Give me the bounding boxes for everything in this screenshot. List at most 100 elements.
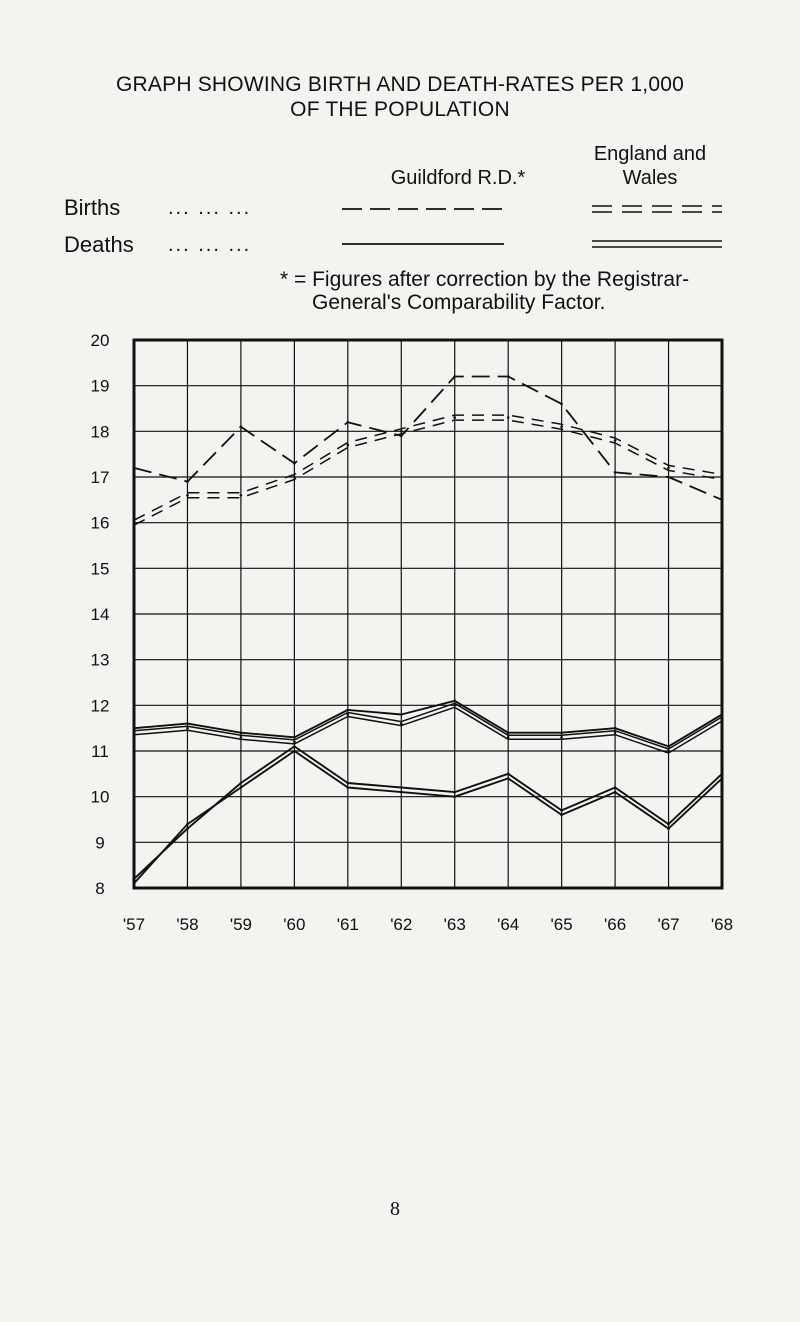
data-point <box>400 786 403 789</box>
data-point <box>186 494 189 497</box>
legend-births-dots: ... ... ... <box>168 197 252 219</box>
series-line <box>133 414 723 521</box>
y-axis-ticks: 20 19 18 17 16 15 14 13 12 11 10 9 8 <box>91 331 110 898</box>
y-tick-label: 9 <box>95 833 104 852</box>
data-point <box>506 731 510 734</box>
data-point <box>293 745 296 748</box>
data-point <box>346 781 350 785</box>
data-point <box>667 475 670 479</box>
data-point <box>239 731 243 734</box>
plot-frame <box>132 338 724 890</box>
data-point <box>667 749 670 753</box>
title-line-2: OF THE POPULATION <box>290 98 510 121</box>
x-tick-label: '60 <box>283 915 305 934</box>
data-point <box>613 471 617 474</box>
data-point <box>346 420 350 424</box>
data-point <box>560 402 563 406</box>
data-point <box>400 434 403 438</box>
data-point <box>293 462 296 465</box>
data-point <box>186 722 189 725</box>
y-tick-label: 16 <box>91 514 110 533</box>
x-tick-label: '65 <box>551 915 573 934</box>
series-line <box>133 375 723 501</box>
x-tick-label: '58 <box>176 915 198 934</box>
series-3 <box>132 702 724 754</box>
data-point <box>346 443 350 447</box>
y-tick-label: 20 <box>91 331 110 350</box>
series-line <box>133 419 723 526</box>
x-tick-label: '66 <box>604 915 626 934</box>
legend-national-header: England and Wales <box>560 142 740 190</box>
data-point <box>186 827 189 830</box>
data-point <box>346 708 350 712</box>
footnote-line-1: * = Figures after correction by the Regi… <box>280 268 690 291</box>
data-point <box>506 416 510 419</box>
y-tick-label: 11 <box>91 742 109 761</box>
data-point <box>613 786 617 789</box>
series-line <box>133 750 723 885</box>
series-4 <box>132 745 724 881</box>
data-point <box>667 827 670 830</box>
data-point <box>453 790 457 794</box>
data-point <box>613 731 617 734</box>
data-point <box>293 740 296 744</box>
y-tick-label: 13 <box>91 651 110 670</box>
data-point <box>400 430 403 433</box>
data-point <box>400 790 403 794</box>
data-point <box>560 736 563 739</box>
data-point <box>453 416 457 419</box>
data-point <box>239 736 243 739</box>
x-tick-label: '57 <box>123 915 145 934</box>
series-line <box>133 702 723 750</box>
data-point <box>560 809 563 812</box>
data-point <box>613 726 617 730</box>
data-point <box>453 704 457 707</box>
page-number: 8 <box>390 1198 400 1220</box>
data-point <box>239 781 243 785</box>
legend-national-line-1: England and <box>593 143 707 165</box>
series-0 <box>132 375 724 502</box>
x-tick-label: '63 <box>444 915 466 934</box>
y-tick-label: 12 <box>91 696 110 715</box>
data-point <box>613 790 617 794</box>
series-line <box>133 699 723 748</box>
series-line <box>133 745 723 880</box>
legend-deaths-dots: ... ... ... <box>168 234 252 256</box>
data-point <box>239 786 243 789</box>
data-point <box>453 795 457 798</box>
data-point <box>506 777 510 780</box>
data-point <box>239 425 243 429</box>
data-point <box>293 475 296 479</box>
data-point <box>293 736 296 739</box>
data-point <box>346 713 350 716</box>
x-tick-label: '59 <box>230 915 252 934</box>
data-point <box>186 726 189 730</box>
chart-series <box>132 375 724 885</box>
data-point <box>453 375 457 378</box>
data-point <box>560 425 563 429</box>
x-tick-label: '61 <box>337 915 359 934</box>
series-5 <box>132 749 724 885</box>
page-title: GRAPH SHOWING BIRTH AND DEATH-RATES PER … <box>40 72 760 122</box>
footnote-line-2: General's Comparability Factor. <box>312 291 606 314</box>
legend-swatches <box>342 205 722 248</box>
y-tick-label: 8 <box>95 879 104 898</box>
x-tick-label: '64 <box>497 915 519 934</box>
data-point <box>667 745 670 748</box>
data-point <box>506 736 510 739</box>
footnote: * = Figures after correction by the Regi… <box>280 268 740 314</box>
y-tick-label: 10 <box>91 788 110 807</box>
data-point <box>506 772 510 776</box>
data-point <box>400 722 403 725</box>
y-tick-label: 15 <box>91 559 110 578</box>
title-line-1: GRAPH SHOWING BIRTH AND DEATH-RATES PER … <box>116 73 684 96</box>
legend-births-label: Births <box>64 195 121 220</box>
data-point <box>667 466 670 470</box>
legend-deaths-label: Deaths <box>64 232 134 257</box>
chart-grid <box>134 340 722 888</box>
data-point <box>186 822 189 826</box>
x-axis-ticks: '57 '58 '59 '60 '61 '62 '63 '64 '65 '66 '67 '68 <box>123 915 733 934</box>
y-tick-label: 17 <box>91 468 110 487</box>
y-tick-label: 14 <box>91 605 110 624</box>
